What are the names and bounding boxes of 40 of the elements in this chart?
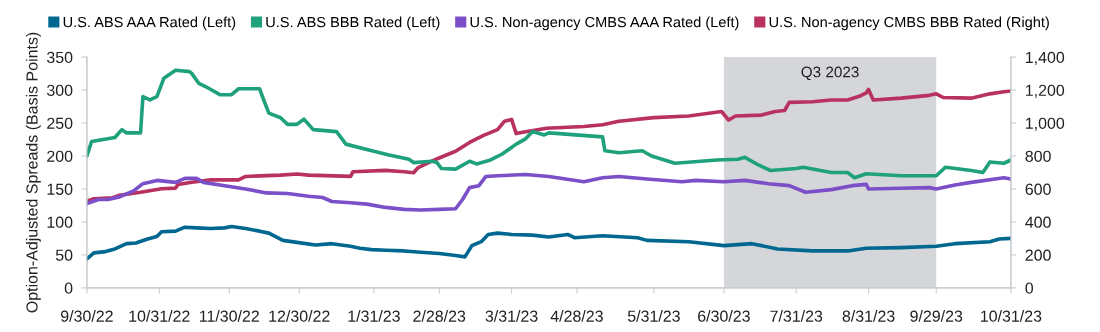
y-tick-label: 300 bbox=[46, 84, 73, 97]
x-tick-label: 5/31/23 bbox=[627, 310, 680, 322]
x-tick-label: 1/31/23 bbox=[348, 310, 400, 322]
x-tick-label: 3/31/23 bbox=[485, 310, 538, 322]
x-tick-label: 10/31/23 bbox=[981, 310, 1042, 322]
y-tick-label: 100 bbox=[47, 216, 73, 228]
line-series bbox=[86, 172, 1011, 212]
line-series bbox=[86, 87, 1011, 203]
band-label: Q3 2023 bbox=[801, 66, 859, 81]
x-tick-label: 11/30/22 bbox=[199, 310, 259, 322]
y-tick-label: 150 bbox=[47, 183, 73, 195]
y-tick-label: 200 bbox=[47, 150, 73, 162]
y2-tick-label: 400 bbox=[1025, 216, 1051, 228]
y2-tick-label: 1,400 bbox=[1026, 51, 1065, 65]
legend-label: U.S. Non-agency CMBS AAA Rated (Left) bbox=[470, 16, 739, 31]
y2-tick-label: 1,200 bbox=[1026, 84, 1065, 98]
y2-tick-label: 1,000 bbox=[1026, 117, 1065, 131]
line-series bbox=[86, 224, 1011, 261]
x-tick-label: 6/30/23 bbox=[698, 310, 750, 322]
y2-tick-label: 600 bbox=[1025, 183, 1051, 195]
y-axis-title: Option-Adjusted Spreads (Basis Points) bbox=[25, 32, 41, 313]
y-tick-label: 50 bbox=[55, 249, 73, 261]
x-tick-label: 9/30/22 bbox=[61, 310, 113, 322]
y2-tick-label: 800 bbox=[1025, 150, 1051, 162]
x-tick-label: 10/31/22 bbox=[129, 310, 190, 322]
y-tick-label: 250 bbox=[47, 117, 73, 129]
x-tick-label: 9/29/23 bbox=[910, 310, 963, 322]
x-tick-label: 8/31/23 bbox=[842, 310, 895, 322]
x-tick-label: 2/28/23 bbox=[413, 310, 466, 322]
x-tick-label: 4/28/23 bbox=[550, 310, 603, 322]
line-series bbox=[86, 68, 1011, 180]
legend-label: U.S. ABS BBB Rated (Left) bbox=[266, 16, 440, 31]
y-tick-label: 0 bbox=[64, 282, 73, 294]
y2-tick-label: 200 bbox=[1025, 249, 1051, 261]
x-tick-label: 7/31/23 bbox=[770, 310, 823, 322]
legend-label: U.S. Non-agency CMBS BBB Rated (Right) bbox=[769, 16, 1049, 31]
legend-label: U.S. ABS AAA Rated (Left) bbox=[63, 16, 236, 31]
y-tick-label: 350 bbox=[46, 51, 73, 64]
x-tick-label: 12/30/22 bbox=[269, 310, 330, 322]
y2-tick-label: 0 bbox=[1025, 282, 1034, 294]
